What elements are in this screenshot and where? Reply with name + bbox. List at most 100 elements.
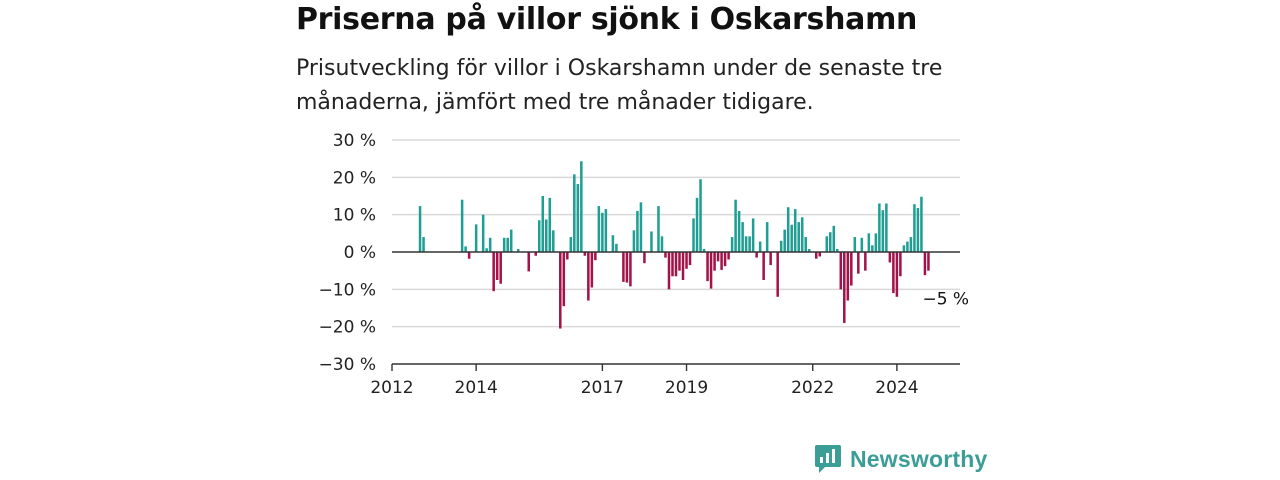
bar (509, 229, 513, 252)
bar (671, 252, 674, 277)
x-tick-label: 2022 (791, 378, 834, 398)
bar (622, 252, 625, 282)
bar (829, 232, 832, 252)
bar (716, 252, 720, 262)
bar (916, 207, 920, 252)
latest-value-annotation: −5 % (922, 290, 969, 310)
bar (699, 179, 702, 252)
bar (629, 252, 632, 287)
bar (580, 161, 583, 252)
bar (485, 248, 488, 252)
bar (474, 224, 478, 252)
bar (839, 252, 843, 290)
bar (636, 210, 639, 252)
x-tick-label: 2012 (370, 378, 413, 398)
bar (720, 252, 723, 270)
bar (786, 207, 790, 252)
bar (881, 210, 885, 252)
bar (548, 197, 552, 252)
bar (667, 252, 671, 290)
bar (541, 196, 545, 252)
bar (502, 237, 506, 252)
bar (492, 252, 495, 292)
bar (576, 184, 580, 252)
bar (797, 222, 800, 252)
bar (506, 237, 509, 252)
x-tick-label: 2019 (665, 378, 708, 398)
bar (923, 252, 927, 276)
bar (730, 237, 734, 252)
bar (611, 235, 615, 252)
y-tick-label: 30 % (333, 131, 376, 151)
bar (467, 252, 471, 259)
bar (562, 252, 566, 307)
bar (709, 252, 713, 289)
bar (706, 252, 709, 282)
bar (899, 252, 902, 277)
bar (878, 203, 881, 252)
bar (843, 252, 846, 323)
bar (751, 218, 755, 252)
bar (734, 199, 737, 252)
bar (867, 233, 871, 252)
bar (783, 229, 786, 252)
bar (860, 237, 864, 252)
bars (418, 161, 930, 329)
bar (836, 249, 839, 252)
bar (744, 236, 748, 252)
bar (741, 222, 744, 252)
bar (681, 252, 685, 280)
chart-subtitle: Prisutveckling för villor i Oskarshamn u… (296, 56, 943, 115)
bar (660, 236, 664, 252)
y-tick-label: 10 % (333, 206, 376, 226)
bar (814, 252, 818, 259)
bar (460, 199, 464, 252)
bar (776, 252, 779, 297)
bar (594, 252, 597, 261)
bar (552, 230, 555, 252)
bar (573, 174, 576, 252)
bar (685, 252, 688, 269)
bar (688, 252, 692, 266)
bar (857, 252, 860, 274)
bar (625, 252, 629, 283)
bar (583, 252, 587, 256)
bar (678, 252, 681, 271)
bar (534, 252, 538, 256)
bar (748, 236, 751, 252)
y-tick-label: −10 % (319, 280, 376, 300)
bar (790, 224, 793, 252)
bar (597, 206, 601, 252)
bar (909, 237, 913, 252)
bar (632, 230, 636, 252)
bar (587, 252, 590, 301)
bar (464, 246, 467, 252)
bar (692, 218, 695, 252)
bar (853, 237, 857, 252)
bar (818, 252, 822, 257)
newsworthy-logo-icon (815, 445, 841, 473)
brand-name: Newsworthy (850, 445, 988, 472)
axes (391, 251, 960, 371)
bar (713, 252, 716, 271)
bar (737, 210, 741, 252)
bar (825, 236, 829, 252)
bar (888, 252, 892, 263)
bar (762, 252, 765, 280)
bar (779, 240, 783, 252)
x-axis-labels: 2012 2014 2017 2019 2022 2024 (370, 378, 918, 398)
bar (566, 252, 569, 260)
x-tick-label: 2017 (581, 378, 624, 398)
bar (604, 209, 608, 252)
bar (488, 237, 492, 252)
bar (892, 252, 895, 294)
bar (902, 245, 906, 252)
bar (885, 203, 888, 252)
bar (906, 241, 909, 252)
bar (590, 252, 594, 288)
bar (418, 206, 422, 252)
bar (664, 252, 667, 258)
bar (422, 237, 425, 252)
bar (895, 252, 899, 297)
